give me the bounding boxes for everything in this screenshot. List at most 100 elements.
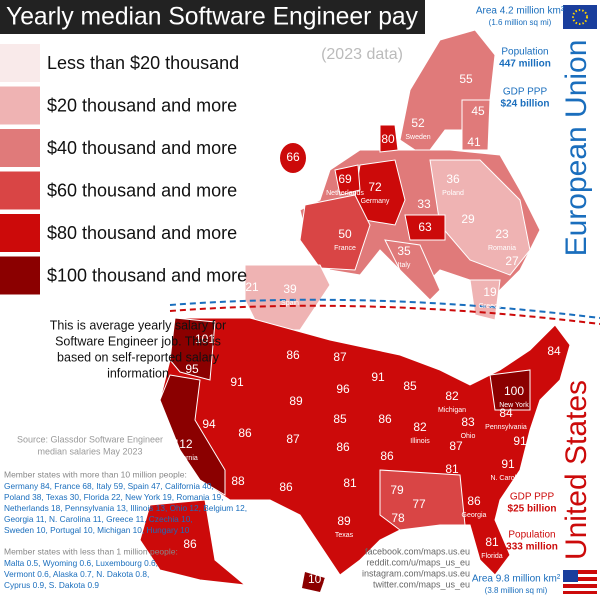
region-value: 69	[338, 172, 352, 186]
legend-label: $80 thousand and more	[47, 223, 237, 243]
text-blocks: This is average yearly salary for Softwar…	[4, 318, 470, 590]
region-value: 91	[230, 375, 244, 389]
region-value: 81	[445, 462, 459, 476]
region-value: 86	[238, 426, 252, 440]
us-mainland	[159, 317, 571, 576]
region-name: Poland	[442, 190, 464, 197]
region-name: Michigan	[438, 407, 466, 414]
eu-name: European Union	[560, 40, 593, 257]
region-name: Texas	[335, 532, 354, 539]
us-gdp: $25 billion	[508, 504, 557, 515]
divider	[169, 298, 600, 319]
region-value: 86	[467, 494, 481, 508]
region-value: 87	[333, 350, 347, 364]
region-value: 112	[173, 437, 192, 451]
region-value: 84	[499, 406, 513, 420]
region-value: 29	[461, 212, 475, 226]
region-value: 91	[371, 370, 385, 384]
region-value: 101	[195, 332, 215, 346]
description: based on self-reported salary	[57, 350, 220, 364]
region-name: Italy	[398, 262, 411, 269]
region-name: Illinois	[410, 438, 430, 445]
social-link: twitter.com/maps_us_eu	[373, 579, 470, 589]
region-value: 91	[513, 434, 527, 448]
legend-label: $20 thousand and more	[47, 95, 237, 115]
us-population-label: Population	[508, 530, 555, 541]
region-name: Germany	[361, 198, 390, 205]
source: Source: Glassdor Software Engineer	[17, 434, 163, 444]
map-labels: 66 52 Sweden 55 45 41 80 69 Netherlands 72 Germany…	[168, 72, 561, 586]
us-area-alt: (3.8 million sq mi)	[485, 586, 548, 595]
region-name: Ohio	[461, 433, 476, 440]
eu-population-label: Population	[501, 47, 548, 58]
europe-map	[244, 29, 541, 331]
region-value: 80	[381, 132, 395, 146]
region-name: Romania	[488, 245, 516, 252]
italy	[384, 239, 441, 301]
region-value: 84	[547, 344, 561, 358]
region-value: 88	[231, 474, 245, 488]
region-name: Greece	[479, 303, 502, 310]
region-value: 66	[286, 150, 300, 164]
divider	[169, 304, 600, 325]
eu-population: 447 million	[499, 59, 551, 70]
social-link: instagram.com/maps.us.eu	[362, 568, 470, 578]
list-heading: Member states with more than 10 million …	[4, 469, 187, 479]
region-value: 100	[504, 384, 524, 398]
ireland	[280, 143, 306, 173]
region-value: 86	[286, 348, 300, 362]
region-value: 81	[343, 476, 357, 490]
region-value: 107	[308, 572, 328, 586]
region-value: 45	[471, 104, 485, 118]
washington	[169, 317, 216, 381]
legend-swatch	[0, 214, 40, 252]
region-value: 85	[403, 379, 417, 393]
region-name: New York	[499, 402, 529, 409]
region-value: 82	[445, 389, 459, 403]
region-name: Netherlands	[326, 190, 364, 197]
region-value: 86	[380, 449, 394, 463]
region-name: Florida	[481, 553, 503, 560]
region-name: France	[334, 245, 356, 252]
legend-label: $100 thousand and more	[47, 265, 247, 285]
region-value: 39	[283, 282, 297, 296]
legend-swatch	[0, 86, 40, 125]
us-population: 333 million	[506, 542, 558, 553]
region-value: 86	[183, 537, 197, 551]
source: median salaries May 2023	[37, 446, 142, 456]
eu-flag	[563, 5, 597, 29]
legend-swatch	[0, 44, 40, 82]
region-value: 36	[446, 172, 460, 186]
baltics	[461, 99, 491, 151]
denmark	[379, 124, 399, 153]
region-name: Spain	[281, 300, 299, 307]
region-value: 87	[286, 432, 300, 446]
us-flag-stripe	[563, 581, 597, 584]
region-value: 96	[336, 382, 350, 396]
hawaii	[302, 572, 325, 592]
region-value: 87	[449, 439, 463, 453]
region-value: 95	[185, 362, 199, 376]
description: This is average yearly salary for	[50, 318, 226, 332]
social-link: reddit.com/u/maps_us_eu	[366, 557, 470, 567]
region-value: 21	[245, 280, 259, 294]
region-value: 27	[505, 254, 519, 268]
eu-area: Area 4.2 million km²	[476, 6, 565, 17]
legend-swatch	[0, 171, 40, 210]
us-flag-canton	[563, 570, 578, 582]
list-line: Poland 38, Texas 30, Florida 22, New Yor…	[4, 492, 223, 502]
region-value: 19	[483, 285, 497, 299]
region-name: Pennsylvania	[485, 424, 527, 431]
region-value: 85	[333, 412, 347, 426]
eu-gdp-label: GDP PPP	[503, 87, 548, 98]
new-york	[489, 369, 531, 411]
title: Yearly median Software Engineer pay	[6, 3, 418, 31]
description: information	[107, 366, 169, 380]
eu-gdp: $24 billion	[501, 99, 550, 110]
austria	[404, 214, 446, 241]
region-value: 83	[461, 415, 475, 429]
alaska	[139, 499, 247, 586]
region-value: 86	[279, 480, 293, 494]
description: Software Engineer job. This is	[55, 334, 221, 348]
